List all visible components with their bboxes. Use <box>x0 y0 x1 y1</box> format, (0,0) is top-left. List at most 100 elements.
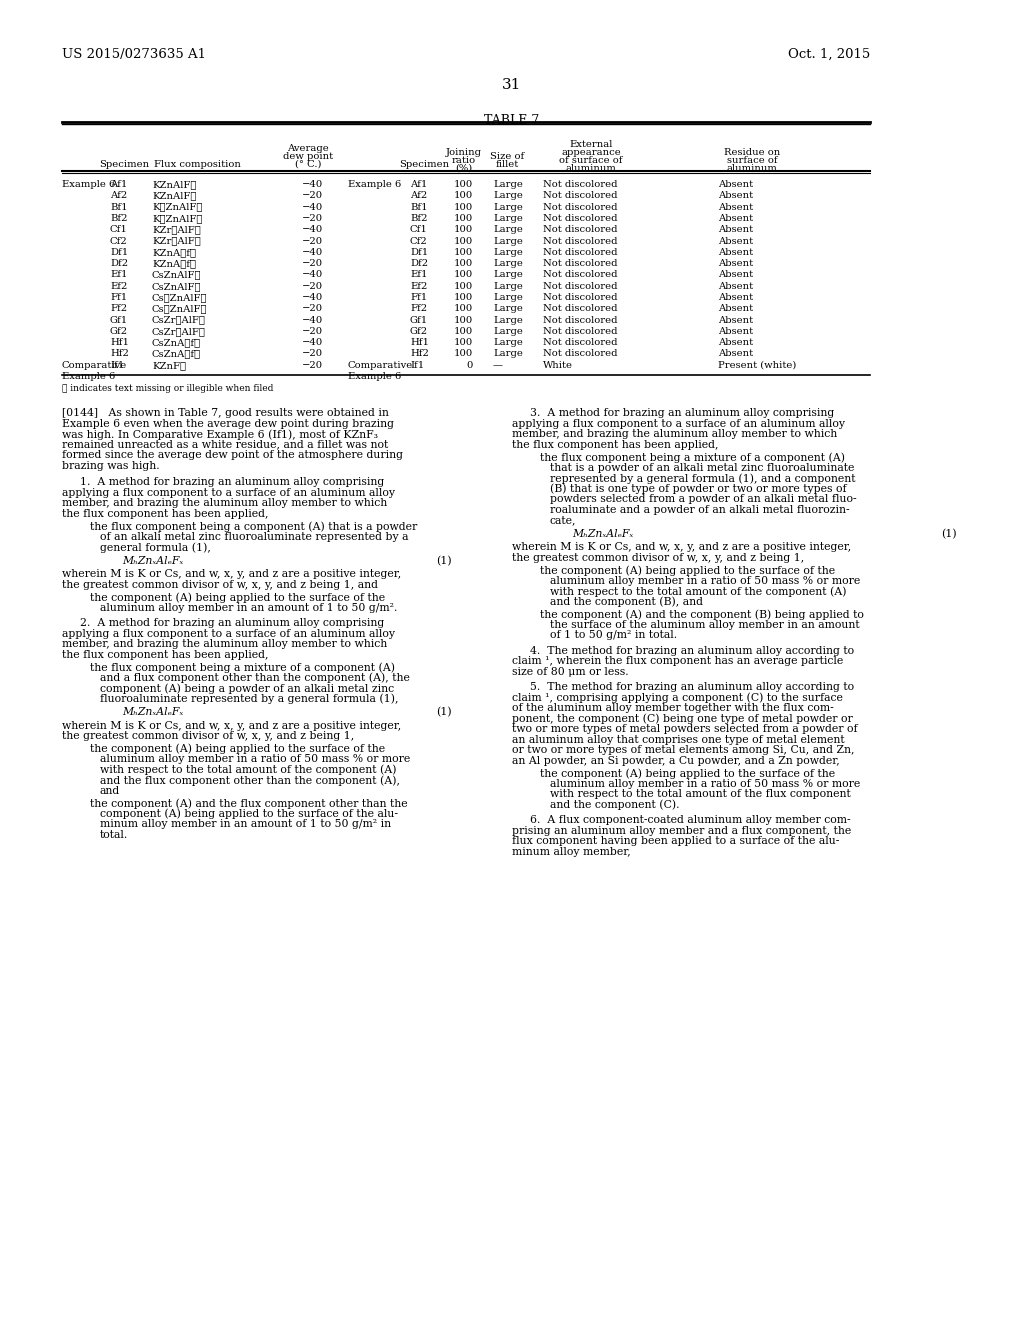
Text: TABLE 7: TABLE 7 <box>484 114 540 127</box>
Text: −40: −40 <box>302 271 323 280</box>
Text: dew point: dew point <box>283 152 333 161</box>
Text: wherein M is K or Cs, and w, x, y, and z are a positive integer,: wherein M is K or Cs, and w, x, y, and z… <box>512 543 851 552</box>
Text: Not discolored: Not discolored <box>543 259 617 268</box>
Text: 100: 100 <box>454 259 473 268</box>
Text: (1): (1) <box>941 528 957 539</box>
Text: Bf2: Bf2 <box>110 214 128 223</box>
Text: 31: 31 <box>503 78 521 92</box>
Text: powders selected from a powder of an alkali metal fluo-: powders selected from a powder of an alk… <box>550 494 857 504</box>
Text: Af1: Af1 <box>110 180 127 189</box>
Text: KⓃZnAlFⓃ: KⓃZnAlFⓃ <box>152 202 203 211</box>
Text: Not discolored: Not discolored <box>543 191 617 201</box>
Text: wherein M is K or Cs, and w, x, y, and z are a positive integer,: wherein M is K or Cs, and w, x, y, and z… <box>62 569 401 579</box>
Text: component (A) being a powder of an alkali metal zinc: component (A) being a powder of an alkal… <box>100 684 394 694</box>
Text: Large: Large <box>493 214 523 223</box>
Text: Af2: Af2 <box>110 191 127 201</box>
Text: applying a flux component to a surface of an aluminum alloy: applying a flux component to a surface o… <box>512 418 845 429</box>
Text: minum alloy member in an amount of 1 to 50 g/m² in: minum alloy member in an amount of 1 to … <box>100 820 391 829</box>
Text: flux component having been applied to a surface of the alu-: flux component having been applied to a … <box>512 836 840 846</box>
Text: Absent: Absent <box>718 248 753 257</box>
Text: of 1 to 50 g/m² in total.: of 1 to 50 g/m² in total. <box>550 630 677 640</box>
Text: Joining: Joining <box>446 148 482 157</box>
Text: Not discolored: Not discolored <box>543 305 617 313</box>
Text: MₕZnₓAlₑFₓ: MₕZnₓAlₑFₓ <box>122 556 183 565</box>
Text: −20: −20 <box>302 305 323 313</box>
Text: roaluminate and a powder of an alkali metal fluorozin-: roaluminate and a powder of an alkali me… <box>550 504 850 515</box>
Text: aluminum alloy member in an amount of 1 to 50 g/m².: aluminum alloy member in an amount of 1 … <box>100 603 397 612</box>
Text: 100: 100 <box>454 271 473 280</box>
Text: 100: 100 <box>454 315 473 325</box>
Text: Absent: Absent <box>718 180 753 189</box>
Text: component (A) being applied to the surface of the alu-: component (A) being applied to the surfa… <box>100 809 398 820</box>
Text: the component (A) being applied to the surface of the: the component (A) being applied to the s… <box>90 743 385 754</box>
Text: Not discolored: Not discolored <box>543 180 617 189</box>
Text: Absent: Absent <box>718 293 753 302</box>
Text: (1): (1) <box>436 708 452 717</box>
Text: KZnFⓃ: KZnFⓃ <box>152 360 186 370</box>
Text: Absent: Absent <box>718 350 753 359</box>
Text: the component (A) and the flux component other than the: the component (A) and the flux component… <box>90 799 408 809</box>
Text: KⓃZnAlFⓃ: KⓃZnAlFⓃ <box>152 214 203 223</box>
Text: KZrⓃAlFⓃ: KZrⓃAlFⓃ <box>152 226 201 234</box>
Text: Not discolored: Not discolored <box>543 248 617 257</box>
Text: ratio: ratio <box>452 156 476 165</box>
Text: with respect to the total amount of the flux component: with respect to the total amount of the … <box>550 789 851 799</box>
Text: Comparative: Comparative <box>62 360 127 370</box>
Text: aluminum: aluminum <box>727 164 777 173</box>
Text: Not discolored: Not discolored <box>543 236 617 246</box>
Text: and the component (B), and: and the component (B), and <box>550 597 703 607</box>
Text: Cf2: Cf2 <box>410 236 428 246</box>
Text: of the aluminum alloy member together with the flux com-: of the aluminum alloy member together wi… <box>512 704 834 713</box>
Text: member, and brazing the aluminum alloy member to which: member, and brazing the aluminum alloy m… <box>512 429 838 440</box>
Text: minum alloy member,: minum alloy member, <box>512 846 631 857</box>
Text: Absent: Absent <box>718 236 753 246</box>
Text: member, and brazing the aluminum alloy member to which: member, and brazing the aluminum alloy m… <box>62 498 387 508</box>
Text: aluminum: aluminum <box>565 164 616 173</box>
Text: Df1: Df1 <box>410 248 428 257</box>
Text: Ff2: Ff2 <box>110 305 127 313</box>
Text: Cf1: Cf1 <box>410 226 428 234</box>
Text: MₕZnₓAlₑFₓ: MₕZnₓAlₑFₓ <box>122 708 183 717</box>
Text: fluoroaluminate represented by a general formula (1),: fluoroaluminate represented by a general… <box>100 693 398 704</box>
Text: Gf1: Gf1 <box>110 315 128 325</box>
Text: KZnAⓃfⓃ: KZnAⓃfⓃ <box>152 259 196 268</box>
Text: prising an aluminum alloy member and a flux component, the: prising an aluminum alloy member and a f… <box>512 825 851 836</box>
Text: −20: −20 <box>302 350 323 359</box>
Text: Absent: Absent <box>718 214 753 223</box>
Text: and: and <box>100 785 120 796</box>
Text: total.: total. <box>100 829 128 840</box>
Text: Absent: Absent <box>718 191 753 201</box>
Text: Large: Large <box>493 315 523 325</box>
Text: Flux composition: Flux composition <box>154 160 241 169</box>
Text: −40: −40 <box>302 248 323 257</box>
Text: the flux component being a mixture of a component (A): the flux component being a mixture of a … <box>90 663 395 673</box>
Text: Large: Large <box>493 281 523 290</box>
Text: Absent: Absent <box>718 305 753 313</box>
Text: Gf1: Gf1 <box>410 315 428 325</box>
Text: aluminum alloy member in a ratio of 50 mass % or more: aluminum alloy member in a ratio of 50 m… <box>550 576 860 586</box>
Text: or two or more types of metal elements among Si, Cu, and Zn,: or two or more types of metal elements a… <box>512 744 854 755</box>
Text: Ff2: Ff2 <box>410 305 427 313</box>
Text: −20: −20 <box>302 281 323 290</box>
Text: Example 6 even when the average dew point during brazing: Example 6 even when the average dew poin… <box>62 418 394 429</box>
Text: Residue on: Residue on <box>724 148 780 157</box>
Text: CsZrⓃAlFⓃ: CsZrⓃAlFⓃ <box>152 327 206 335</box>
Text: 5.  The method for brazing an aluminum alloy according to: 5. The method for brazing an aluminum al… <box>530 682 854 692</box>
Text: 100: 100 <box>454 305 473 313</box>
Text: the component (A) being applied to the surface of the: the component (A) being applied to the s… <box>90 593 385 603</box>
Text: 100: 100 <box>454 327 473 335</box>
Text: applying a flux component to a surface of an aluminum alloy: applying a flux component to a surface o… <box>62 487 395 498</box>
Text: 100: 100 <box>454 236 473 246</box>
Text: Not discolored: Not discolored <box>543 327 617 335</box>
Text: Absent: Absent <box>718 281 753 290</box>
Text: Not discolored: Not discolored <box>543 350 617 359</box>
Text: (%): (%) <box>456 164 473 173</box>
Text: member, and brazing the aluminum alloy member to which: member, and brazing the aluminum alloy m… <box>62 639 387 649</box>
Text: the greatest common divisor of w, x, y, and z being 1, and: the greatest common divisor of w, x, y, … <box>62 579 378 590</box>
Text: 100: 100 <box>454 248 473 257</box>
Text: CsZnAlFⓃ: CsZnAlFⓃ <box>152 271 202 280</box>
Text: Large: Large <box>493 236 523 246</box>
Text: applying a flux component to a surface of an aluminum alloy: applying a flux component to a surface o… <box>62 628 395 639</box>
Text: cate,: cate, <box>550 515 577 525</box>
Text: Not discolored: Not discolored <box>543 214 617 223</box>
